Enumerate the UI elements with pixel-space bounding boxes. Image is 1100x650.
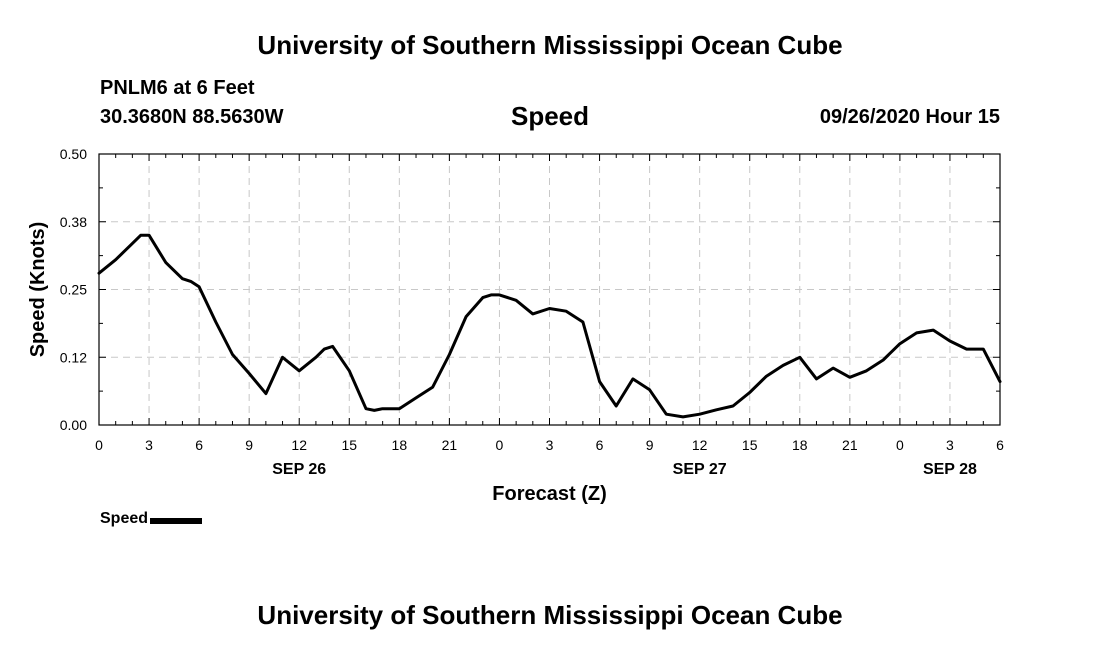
x-axis-label: Forecast (Z) [492, 483, 606, 505]
date-label: SEP 26 [272, 461, 326, 478]
station-label: PNLM6 at 6 Feet [100, 77, 255, 99]
x-tick-label: 12 [291, 437, 307, 453]
y-tick-label: 0.25 [60, 282, 87, 298]
x-tick-label: 12 [692, 437, 708, 453]
date-label: SEP 27 [673, 461, 727, 478]
page-title: University of Southern Mississippi Ocean… [257, 30, 843, 60]
chart-title: Speed [510, 101, 590, 131]
x-tick-label: 0 [95, 437, 103, 453]
x-tick-label: 3 [145, 437, 153, 453]
legend-swatch [150, 517, 203, 524]
x-tick-label: 18 [392, 437, 408, 453]
x-tick-label: 21 [442, 437, 458, 453]
x-tick-label: 21 [842, 437, 858, 453]
datetime-label: 09/26/2020 Hour 15 [819, 106, 1000, 128]
date-label: SEP 28 [923, 461, 977, 478]
y-tick-label: 0.38 [60, 214, 87, 230]
y-tick-label: 0.12 [60, 349, 87, 365]
x-tick-label: 0 [896, 437, 904, 453]
x-tick-label: 9 [646, 437, 654, 453]
x-tick-label: 6 [195, 437, 203, 453]
x-tick-label: 3 [546, 437, 554, 453]
footer-title: University of Southern Mississippi Ocean… [257, 600, 843, 630]
x-tick-label: 3 [946, 437, 954, 453]
x-tick-label: 15 [742, 437, 758, 453]
x-tick-label: 0 [496, 437, 504, 453]
series-line-speed [97, 233, 1002, 419]
x-tick-label: 9 [245, 437, 253, 453]
y-axis-label: Speed (Knots) [27, 222, 49, 358]
x-tick-label: 18 [792, 437, 808, 453]
legend: Speed [100, 510, 203, 528]
x-tick-label: 15 [341, 437, 357, 453]
x-tick-label: 6 [596, 437, 604, 453]
legend-label: Speed [100, 510, 149, 527]
x-tick-label: 6 [996, 437, 1004, 453]
y-tick-label: 0.00 [60, 417, 87, 433]
coordinates-label: 30.3680N 88.5630W [100, 106, 284, 128]
y-tick-label: 0.50 [60, 146, 87, 162]
